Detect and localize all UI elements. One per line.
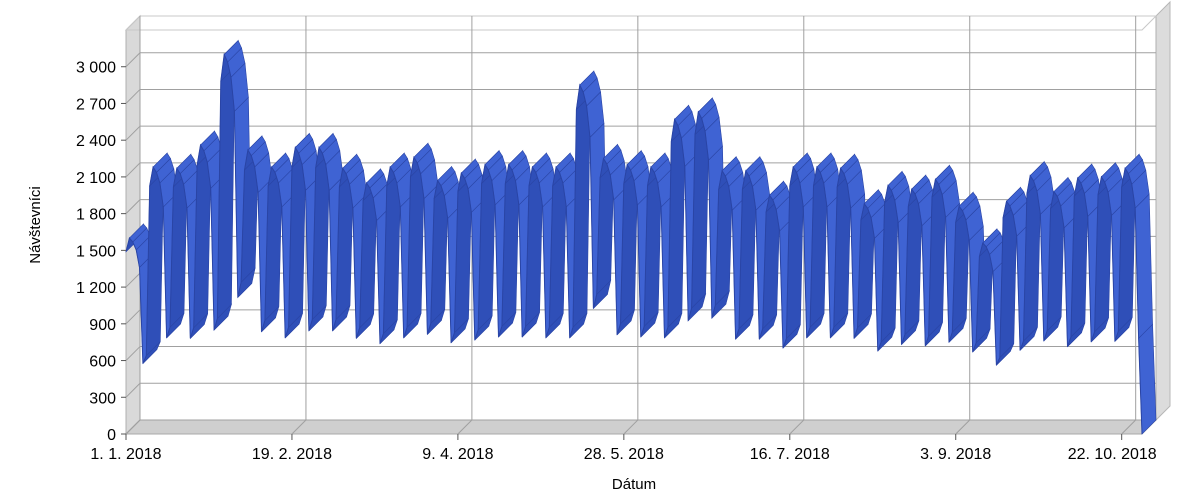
x-tick-label: 22. 10. 2018 [1068, 446, 1157, 463]
gridline-v-floor [623, 419, 639, 435]
data-area [125, 39, 1157, 435]
gridline-h-side [125, 162, 141, 178]
x-tick-label: 9. 4. 2018 [422, 446, 493, 463]
gridline-h-side [125, 272, 141, 288]
gridline-h-side [125, 89, 141, 104]
gridline-h-side [125, 382, 141, 398]
gridline-v-floor [457, 419, 473, 435]
gridline-h-side [125, 52, 141, 68]
y-tick-label: 300 [89, 390, 116, 407]
x-tick-label: 28. 5. 2018 [584, 446, 664, 463]
data-line [125, 52, 1143, 435]
gridline-h-side [125, 346, 141, 361]
y-tick-label: 2 400 [76, 133, 116, 150]
y-tick-label: 1 800 [76, 207, 116, 224]
y-tick-label: 900 [89, 317, 116, 334]
y-axis-ticks: 0 300 600 900 1 200 1 500 1 800 2 100 2 400 2 700… [76, 60, 126, 444]
gridline-h-side [125, 125, 141, 141]
x-axis-title: Dátum [612, 476, 656, 493]
plot-floor [124, 419, 1158, 435]
gridline-v-floor [955, 419, 971, 435]
x-tick-label: 1. 1. 2018 [90, 446, 161, 463]
x-axis-ticks: 1. 1. 2018 19. 2. 2018 9. 4. 2018 28. 5. 20… [90, 434, 1157, 463]
y-tick-label: 600 [89, 354, 116, 371]
y-tick-label: 0 [107, 427, 116, 444]
y-tick-label: 1 500 [76, 243, 116, 260]
y-axis-title: Návštevníci [27, 186, 44, 264]
y-tick-label: 2 700 [76, 96, 116, 113]
plot-right-wall [1155, 0, 1171, 422]
gridline-h-side [125, 199, 141, 214]
gridline-h-side [125, 309, 141, 325]
y-tick-label: 3 000 [76, 60, 116, 77]
y-tick-label: 2 100 [76, 170, 116, 187]
x-tick-label: 3. 9. 2018 [920, 446, 991, 463]
plot-left-wall [125, 14, 141, 436]
gridline-v-floor [291, 419, 307, 435]
y-tick-label: 1 200 [76, 280, 116, 297]
gridline-v-floor [789, 419, 805, 435]
gridline-v-floor [1121, 419, 1137, 435]
x-tick-label: 19. 2. 2018 [252, 446, 332, 463]
x-tick-label: 16. 7. 2018 [750, 446, 830, 463]
gridline-v-floor [125, 419, 141, 435]
